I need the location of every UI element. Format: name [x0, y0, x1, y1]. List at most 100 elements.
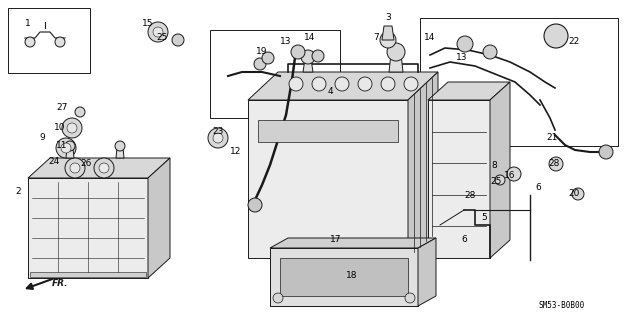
Circle shape [67, 123, 77, 133]
Text: 22: 22 [568, 38, 580, 47]
Circle shape [254, 58, 266, 70]
Circle shape [289, 77, 303, 91]
Circle shape [507, 167, 521, 181]
Text: 28: 28 [548, 160, 560, 168]
Circle shape [572, 188, 584, 200]
Text: 14: 14 [304, 33, 316, 42]
Circle shape [483, 45, 497, 59]
Circle shape [153, 27, 163, 37]
Polygon shape [490, 82, 510, 258]
Polygon shape [408, 72, 438, 258]
Text: 7: 7 [373, 33, 379, 42]
Polygon shape [116, 148, 124, 158]
Circle shape [61, 143, 71, 153]
Text: 6: 6 [535, 183, 541, 192]
Text: 1: 1 [25, 19, 31, 28]
Text: 17: 17 [330, 235, 342, 244]
Circle shape [544, 24, 568, 48]
Circle shape [387, 43, 405, 61]
Text: 26: 26 [80, 159, 92, 167]
Text: 28: 28 [464, 191, 476, 201]
Circle shape [62, 118, 82, 138]
Circle shape [99, 163, 109, 173]
Polygon shape [270, 248, 418, 306]
Polygon shape [248, 72, 438, 100]
Circle shape [358, 77, 372, 91]
Text: 18: 18 [346, 271, 358, 279]
Text: 25: 25 [156, 33, 168, 42]
Text: 4: 4 [327, 87, 333, 97]
Circle shape [599, 145, 613, 159]
Circle shape [213, 133, 223, 143]
Text: 27: 27 [56, 103, 68, 113]
Circle shape [495, 175, 505, 185]
Circle shape [70, 163, 80, 173]
Text: 20: 20 [568, 189, 580, 198]
Circle shape [148, 22, 168, 42]
Bar [210, 30, 340, 118]
Bar [280, 258, 408, 296]
Circle shape [380, 32, 396, 48]
Text: 10: 10 [54, 123, 66, 132]
Circle shape [25, 37, 35, 47]
Text: 19: 19 [256, 48, 268, 56]
Circle shape [301, 50, 315, 64]
Polygon shape [66, 148, 74, 158]
Circle shape [335, 77, 349, 91]
Bar [428, 100, 490, 258]
Circle shape [65, 158, 85, 178]
Circle shape [312, 77, 326, 91]
Circle shape [457, 36, 473, 52]
Text: 12: 12 [230, 147, 242, 157]
Polygon shape [389, 54, 403, 72]
Text: 8: 8 [491, 161, 497, 170]
Polygon shape [382, 26, 394, 40]
Circle shape [115, 141, 125, 151]
Text: 2: 2 [15, 188, 21, 197]
Circle shape [248, 198, 262, 212]
Text: 23: 23 [212, 128, 224, 137]
Circle shape [208, 128, 228, 148]
Polygon shape [148, 158, 170, 278]
Circle shape [549, 157, 563, 171]
Polygon shape [418, 238, 436, 306]
Text: 14: 14 [424, 33, 436, 42]
Text: 13: 13 [280, 38, 292, 47]
Circle shape [262, 52, 274, 64]
Circle shape [312, 50, 324, 62]
Circle shape [405, 293, 415, 303]
Polygon shape [28, 158, 170, 178]
Bar [258, 120, 398, 142]
Circle shape [55, 37, 65, 47]
Circle shape [94, 158, 114, 178]
Bar [28, 178, 148, 278]
Bar [420, 18, 618, 146]
Circle shape [65, 141, 75, 151]
Circle shape [381, 77, 395, 91]
Bar [248, 100, 408, 258]
Text: 9: 9 [39, 133, 45, 143]
Bar [30, 272, 146, 277]
Circle shape [291, 45, 305, 59]
Text: 5: 5 [481, 213, 487, 222]
Circle shape [172, 34, 184, 46]
Text: 13: 13 [456, 54, 468, 63]
Text: SM53-B0B00: SM53-B0B00 [539, 301, 585, 310]
Circle shape [75, 107, 85, 117]
Text: 11: 11 [56, 140, 68, 150]
Polygon shape [270, 238, 436, 248]
Circle shape [404, 77, 418, 91]
Text: 16: 16 [504, 170, 516, 180]
Text: 6: 6 [461, 235, 467, 244]
Bar [8, 8, 90, 73]
Circle shape [273, 293, 283, 303]
Text: FR.: FR. [52, 279, 68, 288]
Polygon shape [303, 59, 313, 72]
Text: 24: 24 [49, 158, 60, 167]
Text: 25: 25 [490, 177, 502, 187]
Text: 15: 15 [142, 19, 154, 28]
Text: 21: 21 [547, 133, 557, 143]
Text: 3: 3 [385, 13, 391, 23]
Polygon shape [428, 82, 510, 100]
Circle shape [56, 138, 76, 158]
